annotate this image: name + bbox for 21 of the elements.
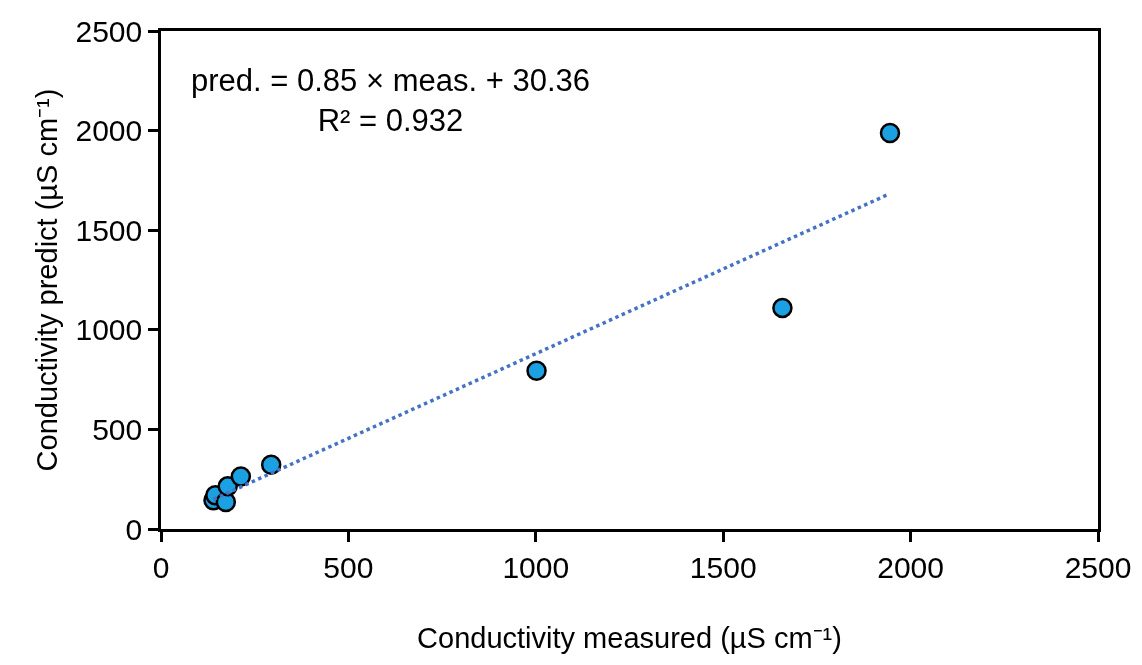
x-tick-label: 2000 xyxy=(877,550,944,584)
x-tick-label: 1000 xyxy=(502,550,570,584)
point xyxy=(879,122,901,144)
x-tick-label: 500 xyxy=(323,550,374,584)
y-axis-title: Conductivity predict (µS cm⁻¹) xyxy=(30,88,63,472)
point xyxy=(260,454,282,475)
point xyxy=(230,466,252,487)
annotation: pred. = 0.85 × meas. + 30.36 xyxy=(191,63,590,98)
annotation: R² = 0.932 xyxy=(317,103,464,139)
x-tick-label: 1500 xyxy=(689,550,757,584)
x-tick-label: 2500 xyxy=(1064,550,1132,584)
y-tick-label: 500 xyxy=(92,412,143,446)
point xyxy=(526,360,547,382)
x-axis-title: Conductivity measured (µS cm⁻¹) xyxy=(417,621,842,654)
y-tick-label: 2500 xyxy=(75,14,143,48)
y-tick-label: 2000 xyxy=(75,114,143,148)
x-tick-label: 0 xyxy=(152,550,170,584)
y-tick-label: 1500 xyxy=(75,213,143,247)
y-tick-label: 1000 xyxy=(75,313,143,347)
point xyxy=(772,297,793,319)
y-tick-label: 0 xyxy=(125,512,143,546)
